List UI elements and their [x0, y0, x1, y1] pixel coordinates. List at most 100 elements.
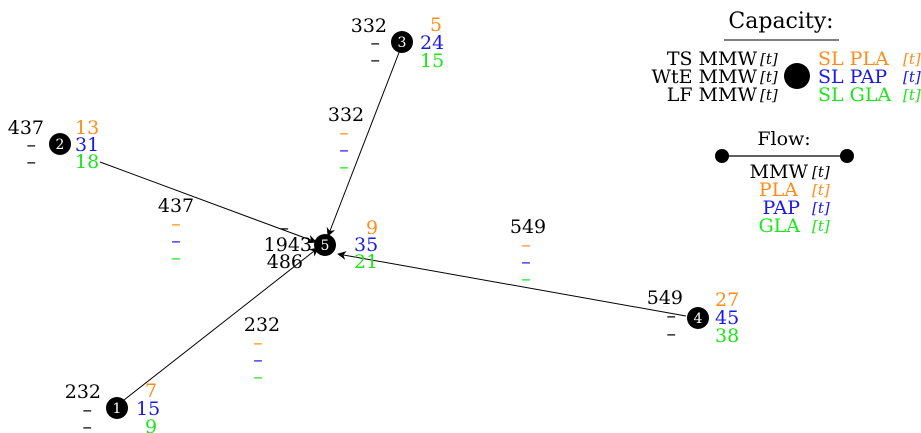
- legend-left-ts-unit: [t]: [760, 50, 778, 68]
- legend-right-pla: SL PLA: [818, 48, 889, 70]
- legend: Capacity: TS MMW [t] WtE MMW [t] LF MMW …: [651, 9, 920, 237]
- node-5-pla: 9: [366, 217, 378, 239]
- legend-left-wte: WtE MMW: [651, 66, 757, 88]
- node-3-pla: 5: [430, 14, 442, 36]
- node-4-ts: 549: [647, 287, 683, 309]
- node-4-pla: 27: [715, 289, 739, 311]
- node-1-lf: –: [83, 416, 93, 433]
- legend-flow-pla-unit: [t]: [812, 181, 830, 199]
- node-1[interactable]: 232 – – 1 7 15 9: [65, 380, 160, 433]
- edge-3-5-pla: –: [339, 122, 349, 144]
- legend-left-wte-unit: [t]: [760, 68, 778, 86]
- edge-2-5-pap: –: [171, 230, 181, 252]
- legend-capacity-title: Capacity:: [728, 9, 833, 34]
- node-1-gla: 9: [145, 416, 157, 433]
- edge-labels: 232 – – – 437 – – – 332 – – – 549 – –: [158, 104, 546, 388]
- node-4-pap: 45: [715, 307, 739, 329]
- edge-label-4-5: 549 – – –: [510, 216, 546, 290]
- node-5-pap: 35: [354, 234, 378, 256]
- edge-1-5-gla: –: [253, 366, 263, 388]
- edge-4-5-mmw: 549: [510, 216, 546, 238]
- legend-flow-start-icon: [715, 149, 729, 163]
- node-2-ts: 437: [8, 117, 44, 139]
- node-5-gla: 21: [354, 251, 378, 273]
- node-1-id: 1: [113, 401, 122, 417]
- node-1-marker: [106, 397, 128, 419]
- node-3-lf: –: [371, 49, 381, 71]
- legend-right-pap: SL PAP: [818, 66, 887, 88]
- node-1-pap: 15: [136, 398, 160, 420]
- edge-1-5-pap: –: [253, 349, 263, 371]
- node-3-gla: 15: [420, 50, 444, 72]
- node-4[interactable]: 549 – – 4 27 45 38: [647, 287, 739, 347]
- legend-flow-gla-unit: [t]: [812, 217, 830, 235]
- legend-right-gla-unit: [t]: [903, 86, 921, 104]
- edge-4-5-pla: –: [521, 234, 531, 256]
- node-3-pap: 24: [420, 32, 444, 54]
- node-3-marker: [391, 31, 413, 53]
- legend-flow-pap: PAP: [762, 197, 800, 219]
- legend-flow-gla: GLA: [758, 215, 800, 237]
- node-4-gla: 38: [715, 325, 739, 347]
- node-5-lf: 486: [267, 251, 303, 273]
- edge-2-5-gla: –: [171, 247, 181, 269]
- node-2[interactable]: 437 – – 2 13 31 18: [8, 117, 99, 173]
- edge-label-3-5: 332 – – –: [328, 104, 364, 178]
- node-2-id: 2: [56, 137, 65, 153]
- node-4-lf: –: [667, 323, 677, 345]
- legend-left-lf-unit: [t]: [760, 86, 778, 104]
- legend-left-ts: TS MMW: [667, 48, 758, 70]
- legend-left-lf: LF MMW: [667, 84, 758, 106]
- legend-right-gla: SL GLA: [818, 84, 891, 106]
- legend-flow-mmw-unit: [t]: [812, 163, 830, 181]
- node-1-pla: 7: [145, 380, 157, 402]
- node-1-ts: 232: [65, 381, 101, 403]
- edges: [99, 49, 687, 401]
- node-2-lf: –: [27, 151, 37, 173]
- node-2-pla: 13: [75, 117, 99, 139]
- edge-4-5: [337, 250, 687, 317]
- edge-label-1-5: 232 – – –: [244, 314, 280, 388]
- node-2-wte: –: [27, 134, 37, 156]
- legend-flow-pla: PLA: [759, 179, 798, 201]
- edge-4-5-pap: –: [521, 251, 531, 273]
- edge-label-2-5: 437 – – –: [158, 195, 194, 269]
- legend-right-pap-unit: [t]: [903, 68, 921, 86]
- legend-capacity-node-icon: [784, 63, 810, 89]
- edge-1-5-pla: –: [253, 332, 263, 354]
- edge-4-5-gla: –: [521, 268, 531, 290]
- node-5-marker: [314, 234, 336, 256]
- edge-3-5-gla: –: [339, 156, 349, 178]
- node-3-wte: –: [371, 32, 381, 54]
- node-4-id: 4: [694, 311, 703, 327]
- edge-2-5-mmw: 437: [158, 195, 194, 217]
- node-5-wte: 1943: [264, 234, 312, 256]
- node-2-pap: 31: [75, 134, 99, 156]
- edge-3-5-pap: –: [339, 139, 349, 161]
- node-3-ts: 332: [351, 15, 387, 37]
- edge-2-5-pla: –: [171, 213, 181, 235]
- legend-flow-title: Flow:: [757, 128, 810, 150]
- node-3[interactable]: 332 – – 3 5 24 15: [351, 14, 444, 72]
- edge-3-5: [326, 49, 401, 237]
- edge-3-5-mmw: 332: [328, 104, 364, 126]
- edge-1-5-mmw: 232: [244, 314, 280, 336]
- legend-right-pla-unit: [t]: [903, 50, 921, 68]
- node-4-wte: –: [667, 305, 677, 327]
- edge-2-5: [99, 161, 317, 244]
- legend-flow-end-icon: [840, 149, 854, 163]
- node-1-wte: –: [83, 399, 93, 421]
- edge-1-5: [123, 247, 319, 401]
- node-5[interactable]: – 1943 486 5 9 35 21: [264, 217, 379, 273]
- node-3-id: 3: [398, 35, 407, 51]
- node-5-ts: –: [280, 217, 290, 239]
- node-2-gla: 18: [75, 151, 99, 173]
- nodes: 232 – – 1 7 15 9 437 – – 2 13 31 18: [8, 14, 739, 433]
- legend-flow-mmw: MMW: [750, 161, 809, 183]
- node-5-id: 5: [321, 238, 330, 254]
- node-2-marker: [49, 133, 71, 155]
- legend-flow-pap-unit: [t]: [812, 199, 830, 217]
- node-4-marker: [687, 307, 709, 329]
